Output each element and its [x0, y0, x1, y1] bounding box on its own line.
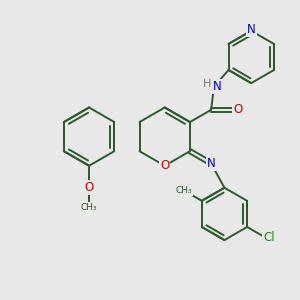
- Text: Cl: Cl: [263, 231, 275, 244]
- Text: CH₃: CH₃: [81, 203, 98, 212]
- Text: N: N: [247, 23, 256, 36]
- Text: O: O: [233, 103, 242, 116]
- Text: O: O: [84, 181, 94, 194]
- Text: O: O: [160, 159, 170, 172]
- Text: N: N: [213, 80, 221, 93]
- Text: N: N: [207, 157, 215, 170]
- Text: H: H: [202, 79, 211, 89]
- Text: CH₃: CH₃: [176, 186, 192, 195]
